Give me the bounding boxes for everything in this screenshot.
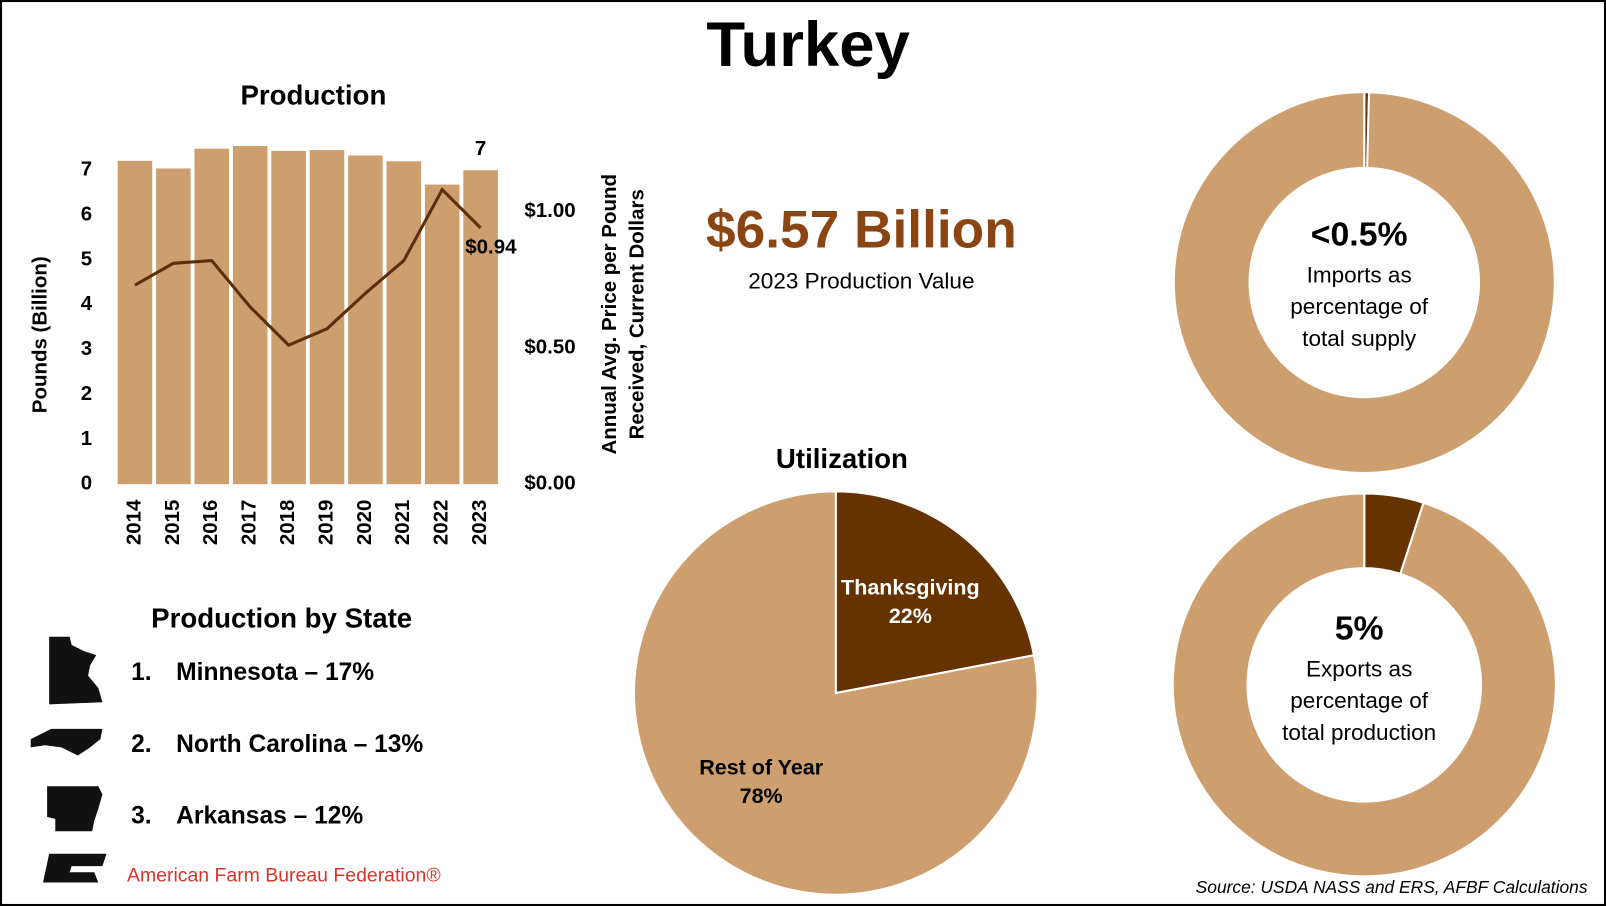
y2-axis-label: Received, Current Dollars (626, 189, 649, 439)
y-axis-label: Pounds (Billion) (28, 256, 51, 413)
line-value-label: $0.94 (465, 236, 517, 259)
bar (194, 148, 230, 485)
y-tick-label: 6 (81, 203, 92, 226)
bar (117, 160, 153, 485)
y-tick-label: 2 (81, 382, 92, 405)
price-line (134, 187, 482, 347)
state-icon (49, 636, 103, 705)
x-tick-label: 2015 (161, 500, 184, 546)
chart-title: Utilization (776, 443, 908, 474)
pie-slice (632, 490, 1039, 896)
y-tick-label: 0 (81, 472, 92, 495)
slice-label: Rest of Year (699, 756, 824, 780)
slice-label: Thanksgiving (841, 575, 980, 599)
logo-text: American Farm Bureau Federation® (127, 864, 441, 886)
state-rank: 3. (131, 802, 152, 829)
x-tick-label: 2016 (199, 500, 222, 546)
bar (232, 146, 268, 485)
donut-slice (1171, 492, 1557, 878)
x-tick-label: 2019 (314, 500, 337, 546)
y-tick-label: 3 (81, 337, 92, 360)
x-tick-label: 2018 (276, 500, 299, 546)
x-tick-label: 2017 (238, 500, 261, 546)
donut-caption: percentage of (1290, 294, 1428, 319)
y2-axis-label: Annual Avg. Price per Pound (598, 174, 621, 454)
bar-value-label: 7 (475, 137, 486, 160)
pie-slice (834, 490, 1036, 695)
x-tick-label: 2022 (430, 500, 453, 546)
donut-value-label: 5% (1335, 610, 1384, 648)
donut-value-label: <0.5% (1311, 215, 1408, 253)
slice-value-label: 22% (889, 604, 932, 628)
logo-icon (43, 853, 107, 883)
bar (156, 168, 191, 485)
x-tick-label: 2020 (353, 500, 376, 546)
y2-tick-label: $0.00 (524, 472, 575, 495)
slice-value-label: 78% (740, 784, 783, 808)
y-tick-label: 5 (81, 247, 92, 270)
source: Source: USDA NASS and ERS, AFBF Calculat… (1196, 877, 1588, 897)
y-tick-label: 1 (81, 427, 92, 450)
x-tick-label: 2014 (122, 499, 145, 545)
state-icon (30, 728, 103, 756)
donut-caption: percentage of (1290, 688, 1428, 713)
stat-value: $6.57 Billion (706, 200, 1017, 259)
x-tick-label: 2021 (391, 500, 414, 546)
state-rank: 1. (131, 659, 152, 686)
chart-title: Production (240, 80, 386, 111)
donut-slice (1172, 91, 1556, 474)
x-tick-label: 2023 (468, 500, 491, 546)
bar (463, 170, 498, 485)
state-icon (47, 786, 103, 832)
y2-tick-label: $0.50 (524, 335, 575, 358)
page-title: Turkey (706, 10, 909, 80)
bar (348, 155, 383, 485)
stat-caption: 2023 Production Value (748, 269, 974, 294)
bar (424, 184, 460, 485)
bar (271, 150, 306, 485)
state-label: Minnesota – 17% (176, 659, 374, 686)
y-tick-label: 7 (81, 158, 92, 181)
y2-tick-label: $1.00 (524, 199, 575, 222)
donut-caption: total production (1282, 720, 1436, 745)
state-rank: 2. (131, 731, 152, 758)
donut-caption: Imports as (1307, 262, 1412, 287)
state-label: North Carolina – 13% (176, 731, 423, 758)
donut-caption: total supply (1302, 326, 1417, 351)
donut-caption: Exports as (1306, 656, 1412, 681)
y-tick-label: 4 (81, 292, 93, 315)
bar (386, 161, 422, 485)
state-label: Arkansas – 12% (176, 802, 363, 829)
states-title: Production by State (151, 603, 412, 634)
